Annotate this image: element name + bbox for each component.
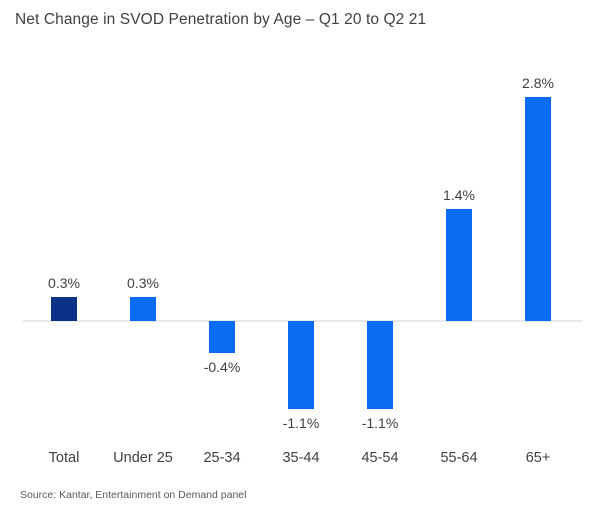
bar-55-64 [446,209,472,321]
value-label: -1.1% [361,415,399,431]
category-label: 35-44 [282,450,320,466]
value-label: -0.4% [203,359,241,375]
category-label: Under 25 [113,450,173,466]
chart-title: Net Change in SVOD Penetration by Age – … [15,11,427,28]
bar-65- [525,97,551,321]
value-label: 0.3% [127,275,159,291]
value-label: -1.1% [282,415,320,431]
bar-25-34 [209,321,235,353]
value-label: 0.3% [48,275,80,291]
category-label: 55-64 [440,450,478,466]
category-label: 25-34 [203,450,241,466]
source-note: Source: Kantar, Entertainment on Demand … [20,489,247,501]
category-label: 65+ [525,450,551,466]
value-label: 1.4% [443,187,475,203]
bar-35-44 [288,321,314,409]
bar-total [51,297,77,321]
bar-under-25 [130,297,156,321]
category-label: 45-54 [361,450,399,466]
value-label: 2.8% [522,75,554,91]
category-label: Total [48,450,80,466]
bar-45-54 [367,321,393,409]
